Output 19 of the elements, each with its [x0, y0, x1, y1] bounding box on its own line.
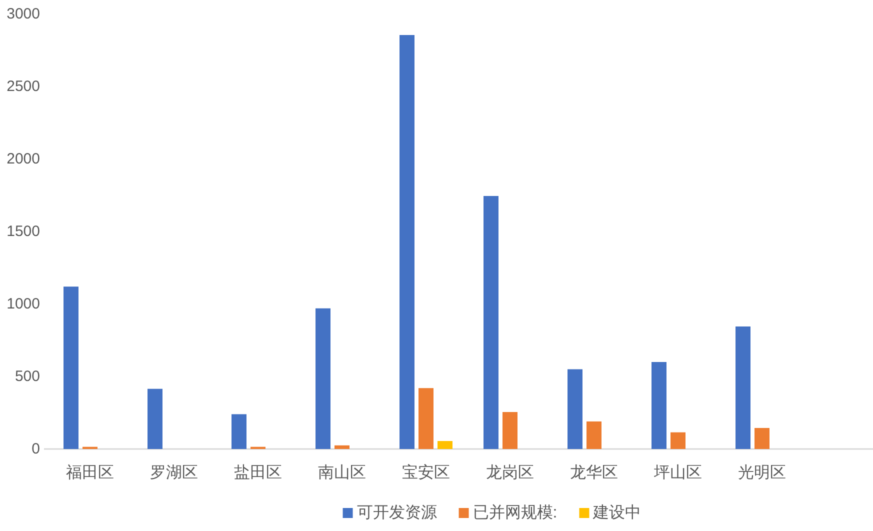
y-tick-label: 500 [14, 368, 40, 385]
x-tick-label: 龙华区 [570, 464, 618, 482]
x-tick-label: 龙岗区 [486, 464, 534, 482]
x-tick-label: 光明区 [738, 464, 786, 482]
x-tick-label: 坪山区 [653, 464, 702, 482]
x-tick-label: 罗湖区 [150, 464, 198, 482]
x-tick-label: 南山区 [318, 464, 366, 482]
legend-label: 已并网规模: [472, 504, 558, 522]
legend-label: 可开发资源 [356, 504, 437, 522]
y-tick-label: 0 [32, 440, 40, 458]
legend-label: 建设中 [592, 504, 642, 522]
x-tick-label: 宝安区 [402, 464, 450, 482]
y-tick-label: 1500 [6, 223, 40, 240]
y-tick-label: 2500 [6, 78, 40, 95]
x-tick-label: 福田区 [66, 464, 114, 482]
y-tick-label: 1000 [6, 296, 40, 312]
x-tick-label: 盐田区 [234, 464, 282, 482]
y-tick-label: 3000 [6, 6, 40, 22]
y-tick-label: 2000 [6, 150, 40, 168]
